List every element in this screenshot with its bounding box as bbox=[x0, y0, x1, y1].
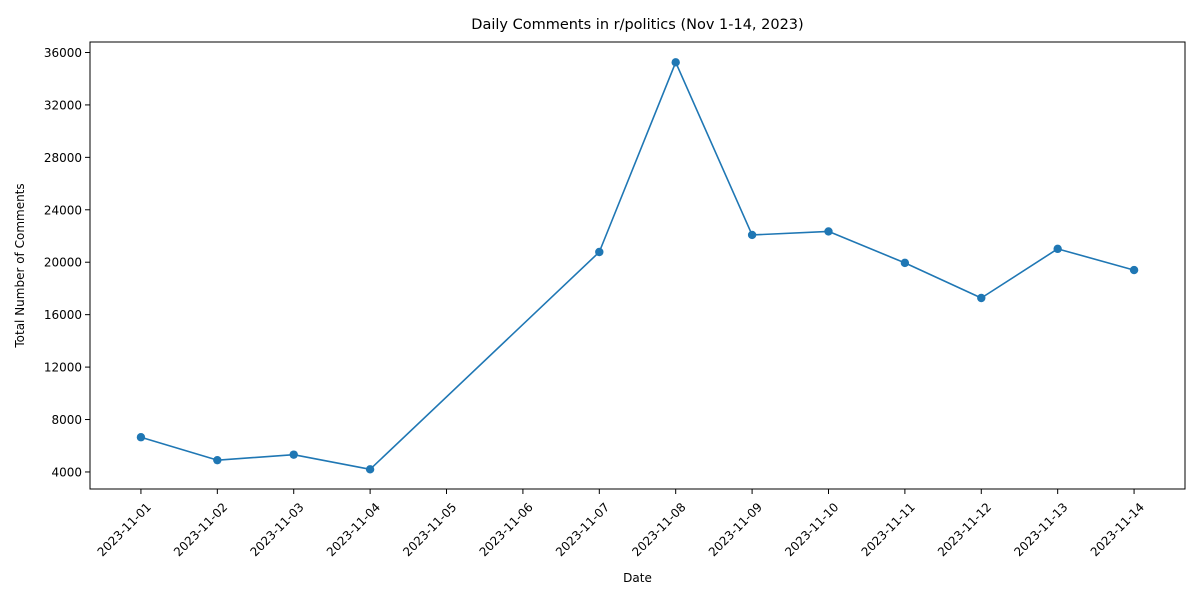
y-axis-ticks: 4000 8000 12000 16000 20000 24000 28000 32000 36… bbox=[44, 46, 90, 479]
y-tick-label: 8000 bbox=[51, 413, 82, 427]
y-tick-label: 36000 bbox=[44, 46, 82, 60]
x-tick-label: 2023-11-06 bbox=[477, 500, 536, 559]
series-layer bbox=[136, 58, 1139, 474]
x-tick-label: 2023-11-13 bbox=[1011, 500, 1070, 559]
data-point-marker bbox=[977, 293, 986, 303]
x-tick-label: 2023-11-02 bbox=[171, 500, 230, 559]
x-tick-label: 2023-11-09 bbox=[706, 500, 765, 559]
chart-title: Daily Comments in r/politics (Nov 1-14, … bbox=[471, 17, 803, 33]
data-point-marker bbox=[1129, 265, 1139, 275]
x-axis-ticks: 2023-11-01 2023-11-02 2023-11-03 2023-11-04… bbox=[95, 489, 1147, 559]
x-tick-label: 2023-11-08 bbox=[629, 500, 688, 559]
y-tick-label: 24000 bbox=[44, 203, 82, 217]
x-axis-title: Date bbox=[623, 571, 652, 585]
x-tick-label: 2023-11-14 bbox=[1088, 500, 1147, 559]
y-tick-label: 12000 bbox=[44, 361, 82, 375]
data-point-marker bbox=[671, 58, 680, 67]
x-tick-label: 2023-11-10 bbox=[782, 500, 841, 559]
x-tick-label: 2023-11-07 bbox=[553, 500, 612, 559]
plot-frame bbox=[89, 41, 1186, 490]
y-tick-label: 16000 bbox=[44, 308, 82, 322]
data-point-marker bbox=[747, 230, 757, 240]
y-tick-label: 28000 bbox=[44, 151, 82, 165]
data-point-marker bbox=[824, 227, 833, 236]
x-tick-label: 2023-11-01 bbox=[95, 500, 154, 559]
y-axis-title: Total Number of Comments bbox=[13, 183, 27, 348]
data-point-marker bbox=[595, 247, 604, 257]
data-point-marker bbox=[136, 433, 146, 442]
y-tick-label: 32000 bbox=[44, 98, 82, 112]
data-point-marker bbox=[365, 465, 375, 474]
data-point-marker bbox=[1053, 244, 1062, 254]
x-tick-label: 2023-11-11 bbox=[859, 500, 918, 559]
data-point-marker bbox=[900, 258, 910, 268]
data-point-marker bbox=[289, 450, 298, 459]
plot-area bbox=[89, 41, 1186, 490]
x-tick-label: 2023-11-04 bbox=[324, 500, 383, 559]
data-point-marker bbox=[213, 455, 222, 465]
x-tick-label: 2023-11-12 bbox=[935, 500, 994, 559]
y-tick-label: 4000 bbox=[51, 465, 82, 479]
x-tick-label: 2023-11-03 bbox=[247, 500, 306, 559]
y-tick-label: 20000 bbox=[44, 256, 82, 270]
series-line bbox=[140, 61, 1135, 471]
x-tick-label: 2023-11-05 bbox=[400, 500, 459, 559]
